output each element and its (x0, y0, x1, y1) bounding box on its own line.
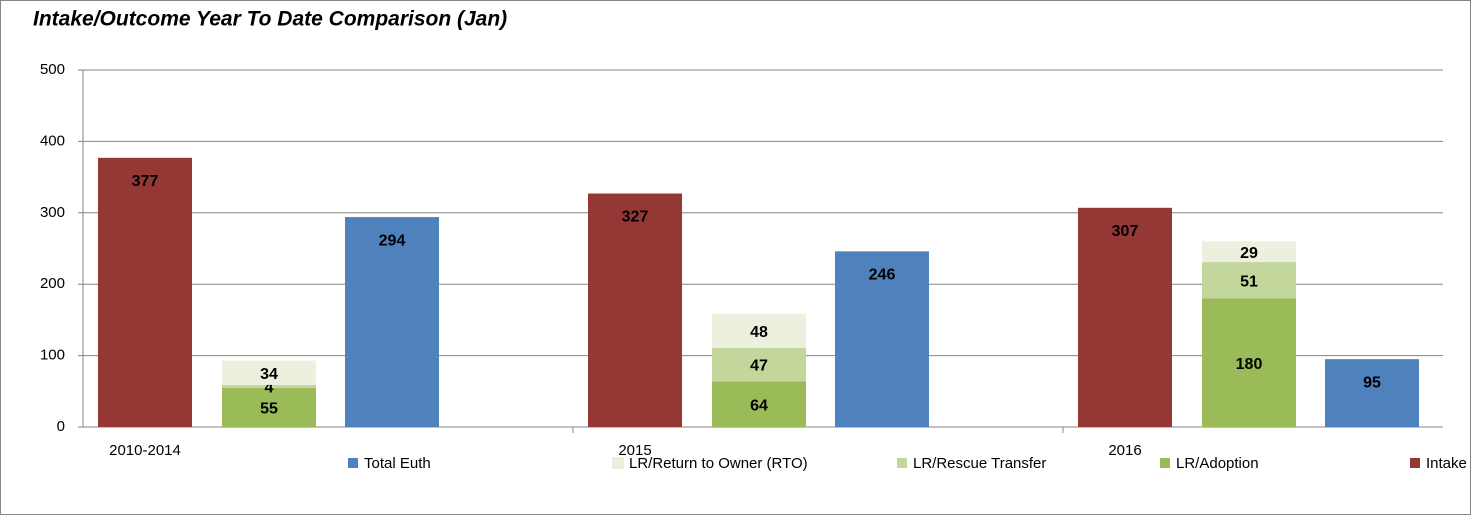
legend-swatch (897, 458, 907, 468)
legend-swatch (1410, 458, 1420, 468)
data-label: 47 (750, 358, 768, 375)
data-label: 64 (750, 397, 768, 414)
y-tick-label: 100 (40, 347, 65, 364)
bar (1202, 241, 1296, 263)
data-label: 377 (132, 173, 159, 190)
bar (712, 347, 806, 382)
legend-label: LR/Return to Owner (RTO) (629, 455, 808, 472)
bar (712, 313, 806, 348)
bar (222, 360, 316, 385)
y-tick-label: 0 (57, 418, 65, 435)
legend-label: Intake (1426, 455, 1467, 472)
bar (1202, 262, 1296, 299)
y-tick-label: 200 (40, 275, 65, 292)
data-label: 51 (1240, 273, 1258, 290)
bar (222, 387, 316, 427)
bar (222, 384, 316, 388)
legend-swatch (612, 457, 624, 469)
data-label: 95 (1363, 374, 1381, 391)
legend-swatch (1160, 458, 1170, 468)
data-label: 180 (1236, 356, 1263, 373)
bar (835, 251, 929, 427)
x-tick-label: 2015 (618, 442, 651, 459)
bar (1202, 298, 1296, 427)
y-tick-label: 400 (40, 132, 65, 149)
bar (1325, 359, 1419, 427)
data-label: 4 (265, 380, 274, 397)
legend-label: LR/Rescue Transfer (913, 455, 1046, 472)
data-label: 246 (869, 267, 896, 284)
bar (98, 157, 192, 427)
bar (1078, 207, 1172, 427)
x-tick-label: 2016 (1108, 442, 1141, 459)
bar (588, 193, 682, 427)
data-label: 34 (260, 366, 278, 383)
data-label: 55 (260, 401, 278, 418)
data-label: 307 (1112, 223, 1139, 240)
data-label: 48 (750, 324, 768, 341)
y-tick-label: 500 (40, 61, 65, 78)
chart-title: Intake/Outcome Year To Date Comparison (… (33, 8, 507, 31)
y-tick-label: 300 (40, 204, 65, 221)
legend-label: LR/Adoption (1176, 455, 1259, 472)
bar (345, 217, 439, 427)
bar (712, 381, 806, 427)
data-label: 327 (622, 209, 649, 226)
legend-label: Total Euth (364, 455, 431, 472)
data-label: 294 (379, 232, 406, 249)
x-tick-label: 2010-2014 (109, 442, 181, 459)
legend-swatch (348, 458, 358, 468)
data-label: 29 (1240, 245, 1258, 262)
